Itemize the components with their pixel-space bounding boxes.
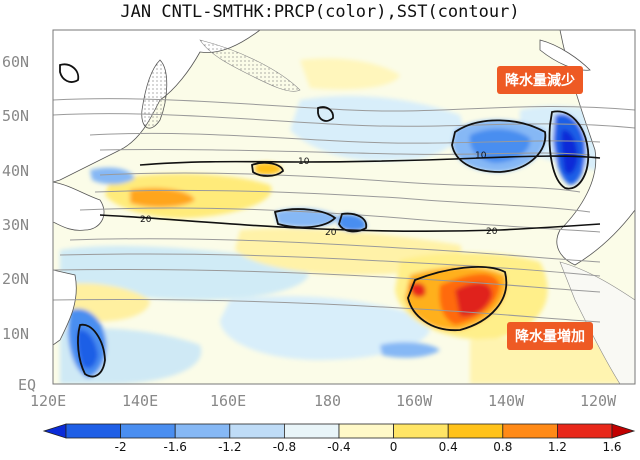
lat-label-40n: 40N bbox=[2, 162, 29, 180]
contour-label-10-east: 10 bbox=[475, 151, 487, 161]
lat-label-50n: 50N bbox=[2, 107, 29, 125]
lon-label-160e: 160E bbox=[210, 392, 246, 410]
lon-label-180: 180 bbox=[314, 392, 341, 410]
colorbar-tick-label: -0.8 bbox=[273, 440, 296, 454]
colorbar-labels: -2-1.6-1.2-0.8-0.400.40.81.21.62 bbox=[115, 440, 622, 454]
colorbar-extend-high bbox=[611, 423, 636, 439]
colorbar-swatch bbox=[120, 423, 176, 439]
lon-label-120e: 120E bbox=[30, 392, 66, 410]
colorbar-swatch bbox=[65, 423, 121, 439]
map-title: JAN CNTL-SMTHK:PRCP(color),SST(contour) bbox=[120, 2, 520, 22]
colorbar-swatch bbox=[393, 423, 449, 439]
significance-outlines bbox=[59, 63, 590, 378]
colorbar-swatch bbox=[338, 423, 394, 439]
colorbar-tick-label: -0.4 bbox=[327, 440, 350, 454]
colorbar-swatch bbox=[283, 423, 340, 439]
latitude-axis: 60N 50N 40N 30N 20N 10N EQ bbox=[2, 53, 36, 394]
lat-label-20n: 20N bbox=[2, 270, 29, 288]
decrease-annotation: 降水量減少 bbox=[497, 66, 583, 94]
contour-labels: 10 20 10 20 20 bbox=[140, 151, 498, 238]
colorbar-tick-label: -1.6 bbox=[163, 440, 186, 454]
lon-label-140e: 140E bbox=[122, 392, 158, 410]
contour-label-20-west: 20 bbox=[140, 215, 152, 225]
colorbar-tick-label: 0.8 bbox=[493, 440, 512, 454]
colorbar-swatch bbox=[502, 423, 558, 439]
colorbar-swatch bbox=[557, 423, 613, 439]
sst-contours bbox=[53, 98, 635, 323]
lat-label-60n: 60N bbox=[2, 53, 29, 71]
lat-label-10n: 10N bbox=[2, 325, 29, 343]
colorbar-swatch bbox=[447, 423, 504, 439]
lat-label-eq: EQ bbox=[18, 376, 36, 394]
colorbar-tick-label: -1.2 bbox=[218, 440, 241, 454]
increase-annotation: 降水量増加 bbox=[507, 322, 593, 350]
map-frame bbox=[52, 29, 636, 385]
contour-label-10-west: 10 bbox=[298, 157, 310, 167]
colorbar-swatch bbox=[174, 423, 231, 439]
colorbar-swatch bbox=[229, 423, 285, 439]
colorbar-tick-label: 1.2 bbox=[548, 440, 567, 454]
lon-label-140w: 140W bbox=[488, 392, 525, 410]
contour-label-20-central: 20 bbox=[325, 228, 337, 238]
lon-label-120w: 120W bbox=[580, 392, 617, 410]
sst-main-contours bbox=[99, 155, 601, 233]
longitude-axis: 120E 140E 160E 180 160W 140W 120W bbox=[30, 392, 617, 410]
colorbar-tick-label: 0.4 bbox=[439, 440, 458, 454]
colorbar-tick-label: 1.6 bbox=[602, 440, 621, 454]
lat-label-30n: 30N bbox=[2, 216, 29, 234]
colorbar-tick-label: -2 bbox=[115, 440, 127, 454]
lon-label-160w: 160W bbox=[396, 392, 433, 410]
colorbar-tick-label: 0 bbox=[390, 440, 398, 454]
colorbar-extend-low bbox=[42, 423, 67, 439]
contour-label-20-east: 20 bbox=[486, 227, 498, 237]
colorbar bbox=[42, 423, 636, 439]
